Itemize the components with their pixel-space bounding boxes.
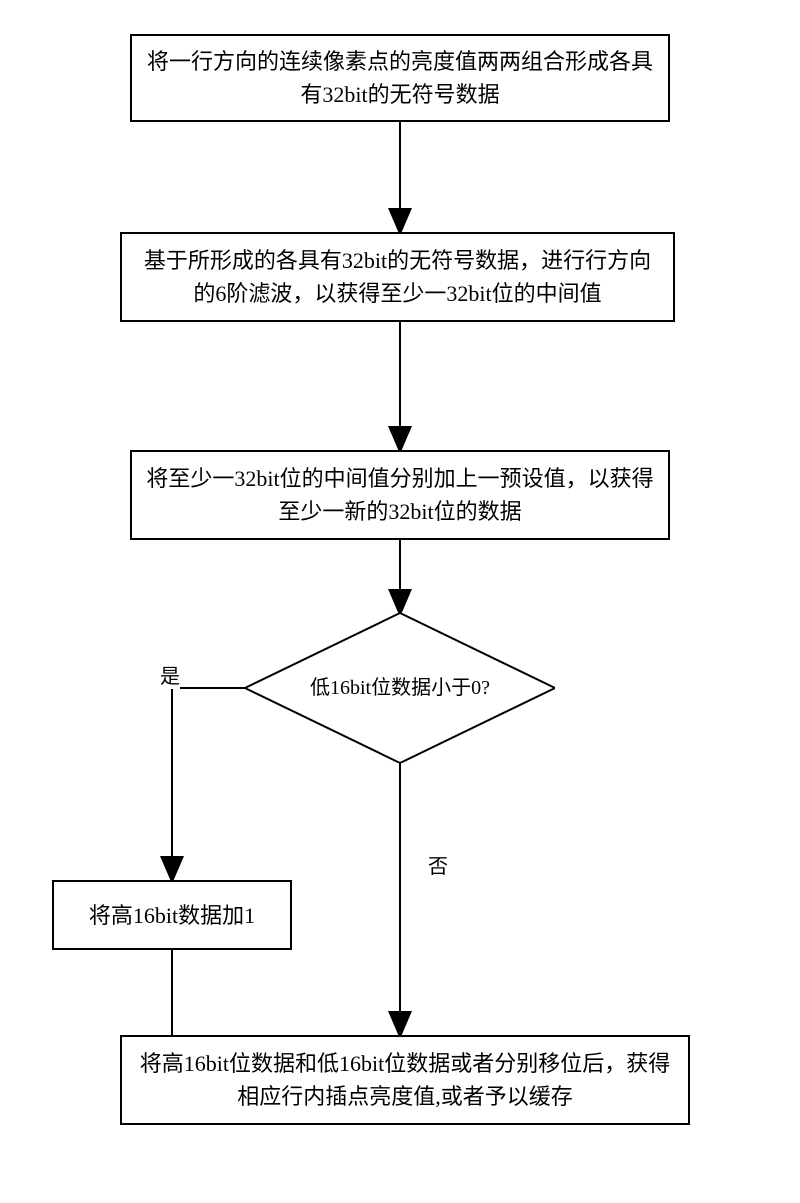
step-final-text: 将高16bit位数据和低16bit位数据或者分别移位后，获得相应行内插点亮度值,… bbox=[134, 1047, 676, 1113]
step-yes-text: 将高16bit数据加1 bbox=[89, 899, 255, 932]
connectors bbox=[0, 0, 800, 1203]
step2-box: 基于所形成的各具有32bit的无符号数据，进行行方向的6阶滤波，以获得至少一32… bbox=[120, 232, 675, 322]
arrow-a_yes_left bbox=[172, 688, 245, 880]
step3-box: 将至少一32bit位的中间值分别加上一预设值，以获得至少一新的32bit位的数据 bbox=[130, 450, 670, 540]
step1-text: 将一行方向的连续像素点的亮度值两两组合形成各具有32bit的无符号数据 bbox=[144, 45, 656, 111]
step3-text: 将至少一32bit位的中间值分别加上一预设值，以获得至少一新的32bit位的数据 bbox=[144, 462, 656, 528]
step-final-box: 将高16bit位数据和低16bit位数据或者分别移位后，获得相应行内插点亮度值,… bbox=[120, 1035, 690, 1125]
decision-text: 低16bit位数据小于0? bbox=[310, 674, 490, 702]
decision-diamond: 低16bit位数据小于0? bbox=[245, 613, 555, 763]
step-yes-box: 将高16bit数据加1 bbox=[52, 880, 292, 950]
no-label: 否 bbox=[428, 850, 448, 879]
step1-box: 将一行方向的连续像素点的亮度值两两组合形成各具有32bit的无符号数据 bbox=[130, 34, 670, 122]
step2-text: 基于所形成的各具有32bit的无符号数据，进行行方向的6阶滤波，以获得至少一32… bbox=[134, 244, 661, 310]
yes-label: 是 bbox=[160, 660, 180, 689]
